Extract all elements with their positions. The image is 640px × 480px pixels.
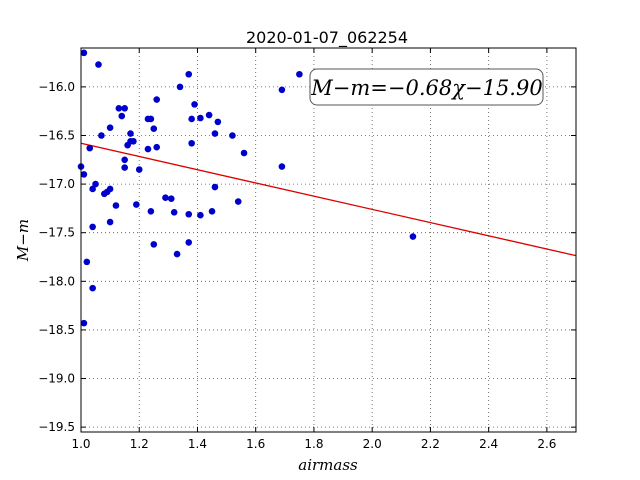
x-tick-label: 2.4 bbox=[479, 437, 498, 451]
data-point bbox=[240, 149, 248, 157]
data-point bbox=[150, 241, 158, 248]
data-point bbox=[208, 208, 216, 215]
data-point bbox=[191, 101, 198, 108]
data-point bbox=[278, 86, 286, 94]
data-point bbox=[197, 114, 204, 122]
y-tick-label: −16.0 bbox=[38, 80, 75, 94]
y-axis-ticks: −16.0 −16.5 −17.0 −17.5 −18.0 −18.5 −19.0 −19.5 bbox=[38, 80, 576, 434]
y-tick-label: −16.5 bbox=[38, 128, 75, 142]
data-point bbox=[106, 124, 114, 132]
data-point bbox=[121, 104, 128, 112]
data-point bbox=[162, 194, 169, 202]
data-point bbox=[121, 156, 128, 164]
data-point bbox=[188, 139, 195, 147]
y-tick-label: −19.0 bbox=[38, 372, 75, 386]
fit-annotation: M−m=−0.68χ−15.90 bbox=[310, 76, 542, 100]
y-tick-label: −17.0 bbox=[38, 177, 75, 191]
data-point bbox=[167, 195, 175, 202]
data-point bbox=[197, 211, 204, 219]
data-point bbox=[89, 185, 96, 193]
data-point bbox=[83, 258, 91, 266]
data-point bbox=[185, 239, 193, 246]
fit-line-group bbox=[80, 142, 577, 257]
x-tick-label: 1.8 bbox=[304, 437, 323, 451]
x-tick-label: 1.0 bbox=[71, 437, 90, 451]
y-tick-label: −18.0 bbox=[38, 274, 75, 288]
x-tick-label: 2.2 bbox=[421, 437, 440, 451]
data-point bbox=[153, 96, 161, 103]
data-point bbox=[89, 284, 96, 292]
data-point bbox=[170, 208, 178, 216]
data-point bbox=[92, 180, 99, 188]
x-tick-label: 2.0 bbox=[363, 437, 382, 451]
y-tick-label: −17.5 bbox=[38, 226, 75, 240]
data-points bbox=[77, 49, 417, 327]
data-point bbox=[185, 70, 193, 78]
grid-lines bbox=[80, 48, 576, 432]
data-point bbox=[118, 112, 126, 120]
plot-frame bbox=[80, 47, 577, 433]
data-point bbox=[80, 49, 88, 57]
data-point bbox=[185, 210, 193, 218]
data-point bbox=[211, 183, 219, 191]
annotation-frame bbox=[309, 68, 544, 106]
data-point bbox=[127, 130, 134, 137]
data-point bbox=[229, 132, 236, 139]
data-point bbox=[112, 202, 120, 209]
data-point bbox=[86, 144, 94, 152]
data-point bbox=[173, 250, 181, 258]
data-point bbox=[95, 61, 102, 68]
data-point bbox=[296, 70, 303, 78]
data-point bbox=[144, 145, 152, 153]
data-point bbox=[211, 130, 219, 137]
x-tick-label: 2.6 bbox=[537, 437, 556, 451]
data-point bbox=[153, 143, 161, 151]
x-tick-label: 1.6 bbox=[246, 437, 265, 451]
data-point bbox=[234, 198, 242, 205]
data-point bbox=[130, 138, 137, 145]
data-point bbox=[89, 223, 96, 231]
fit-annotation-box: M−m=−0.68χ−15.90 bbox=[309, 68, 544, 106]
y-tick-label: −18.5 bbox=[38, 323, 75, 337]
data-point bbox=[106, 185, 114, 193]
data-point bbox=[106, 218, 114, 226]
y-axis-label: M−m bbox=[14, 219, 32, 262]
data-point bbox=[80, 319, 88, 327]
data-point bbox=[133, 201, 140, 208]
data-point bbox=[176, 83, 184, 91]
y-tick-label: −19.5 bbox=[38, 420, 75, 434]
data-point bbox=[188, 115, 195, 123]
data-point bbox=[278, 163, 286, 170]
x-tick-label: 1.2 bbox=[130, 437, 149, 451]
data-point bbox=[121, 164, 128, 171]
data-point bbox=[135, 166, 143, 173]
data-point bbox=[147, 115, 155, 123]
x-tick-label: 1.4 bbox=[188, 437, 207, 451]
data-point bbox=[409, 233, 417, 240]
x-axis-ticks: 1.0 1.2 1.4 1.6 1.8 2.0 2.2 2.4 2.6 bbox=[71, 48, 556, 451]
data-point bbox=[98, 132, 105, 139]
x-axis-label: airmass bbox=[298, 456, 358, 474]
data-point bbox=[214, 118, 222, 126]
data-point bbox=[150, 125, 158, 132]
data-point bbox=[115, 104, 123, 112]
data-point bbox=[80, 171, 88, 178]
data-point bbox=[147, 208, 155, 215]
fit-line bbox=[80, 142, 577, 257]
chart-title: 2020-01-07_062254 bbox=[246, 28, 408, 48]
data-point bbox=[205, 111, 213, 119]
